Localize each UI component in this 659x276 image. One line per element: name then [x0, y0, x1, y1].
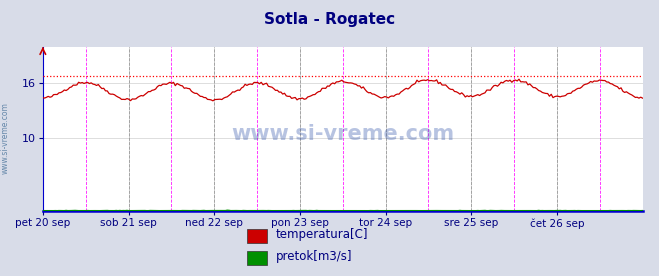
FancyBboxPatch shape	[247, 251, 267, 265]
Text: Sotla - Rogatec: Sotla - Rogatec	[264, 12, 395, 27]
Text: temperatura[C]: temperatura[C]	[275, 227, 368, 241]
FancyBboxPatch shape	[247, 229, 267, 243]
Text: pretok[m3/s]: pretok[m3/s]	[275, 250, 352, 263]
Text: www.si-vreme.com: www.si-vreme.com	[1, 102, 10, 174]
Text: www.si-vreme.com: www.si-vreme.com	[231, 124, 454, 144]
